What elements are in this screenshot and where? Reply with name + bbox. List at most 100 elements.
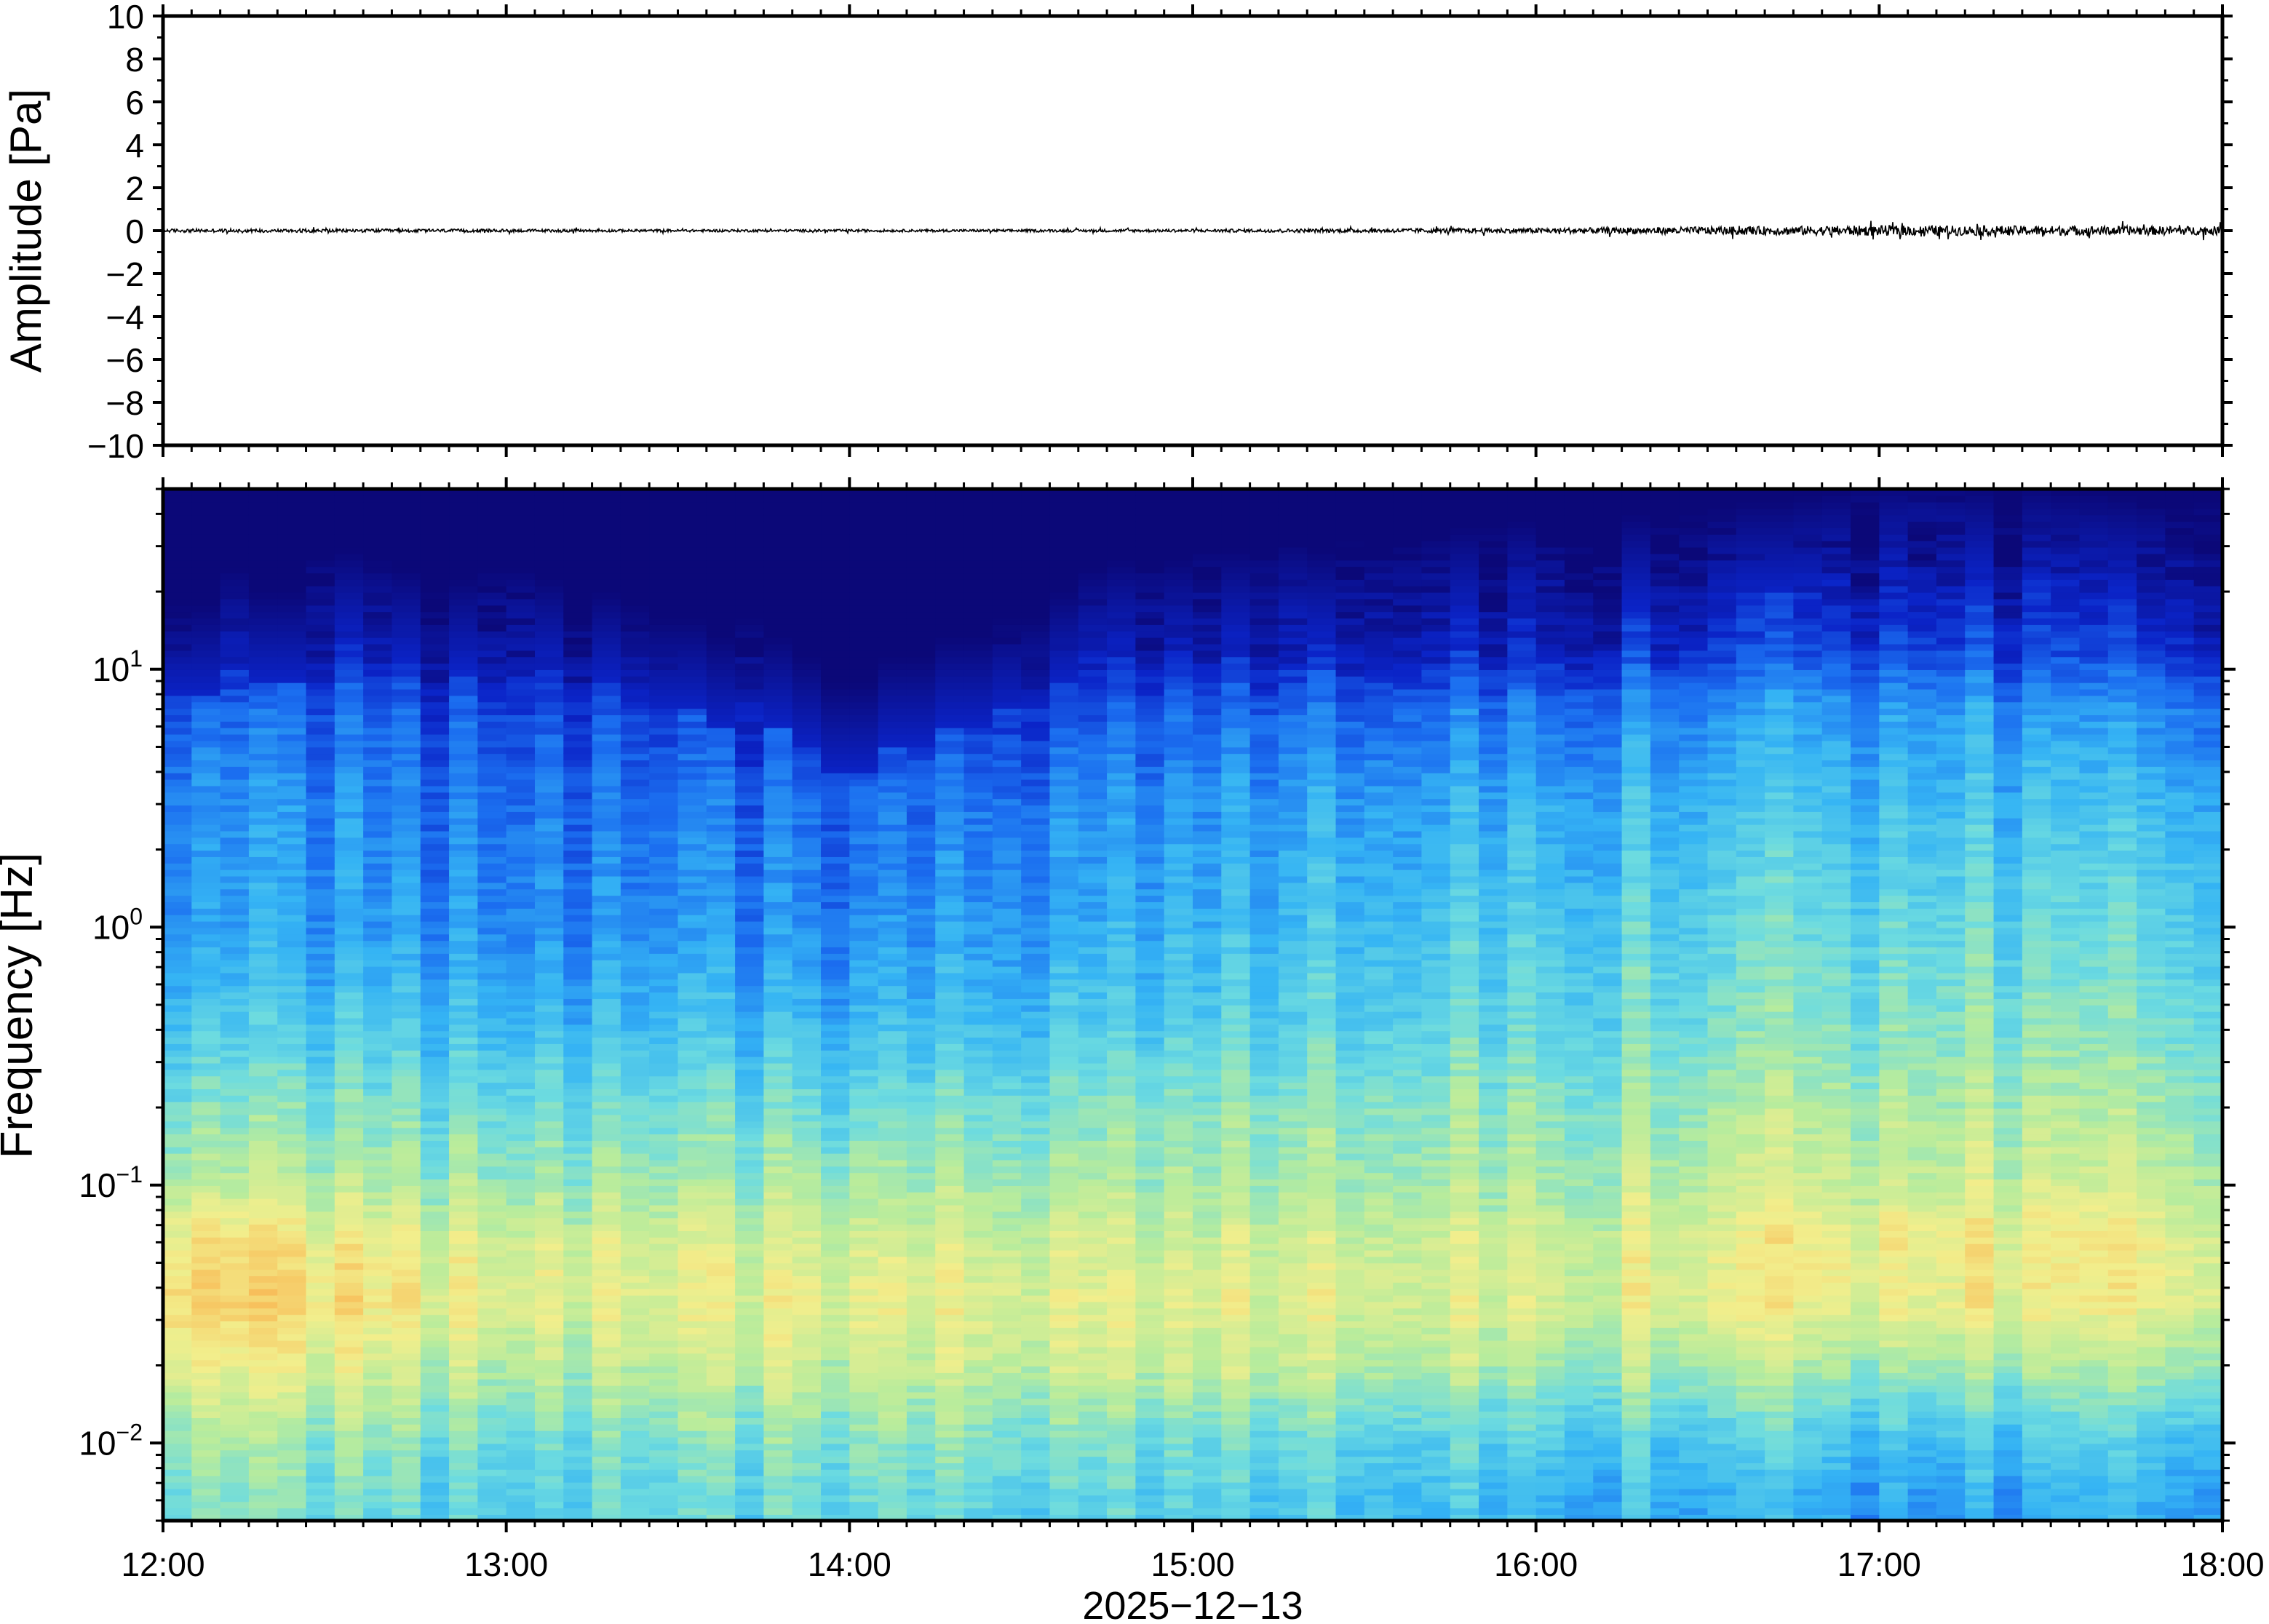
spectrogram-cell [878, 676, 907, 683]
spectrogram-cell [449, 733, 479, 741]
spectrogram-cell [563, 1404, 593, 1412]
spectrogram-cell [649, 592, 679, 600]
spectrogram-cell [306, 779, 335, 787]
spectrogram-cell [763, 1372, 793, 1380]
spectrogram-cell [906, 546, 937, 554]
spectrogram-cell [449, 566, 479, 574]
spectrogram-cell [878, 1127, 907, 1135]
spectrogram-cell [592, 546, 621, 554]
spectrogram-cell [534, 579, 565, 586]
spectrogram-cell [506, 1443, 536, 1451]
spectrogram-cell [963, 914, 993, 922]
spectrogram-cell [763, 701, 793, 709]
spectrogram-cell [649, 566, 679, 574]
spectrogram-cell [677, 856, 707, 864]
spectrogram-cell [363, 1224, 393, 1231]
spectrogram-cell [906, 953, 937, 960]
spectrogram-cell [449, 1385, 479, 1393]
spectrogram-cell [506, 856, 536, 864]
spectrogram-cell [620, 934, 650, 942]
spectrogram-cell [277, 1494, 307, 1502]
spectrogram-cell [763, 1146, 793, 1154]
spectrogram-cell [248, 837, 279, 845]
spectrogram-cell [306, 934, 335, 942]
spectrogram-cell [763, 785, 793, 793]
spectrogram-cell [649, 1185, 679, 1193]
spectrogram-cell [363, 1024, 393, 1032]
spectrogram-cell [191, 1166, 221, 1174]
spectrogram-cell [477, 1043, 507, 1051]
spectrogram-cell [277, 1017, 307, 1025]
spectrogram-cell [506, 1333, 536, 1341]
spectrogram-cell [821, 760, 851, 767]
spectrogram-cell [392, 1204, 421, 1212]
spectrogram-cell [306, 1456, 335, 1464]
spectrogram-cell [534, 914, 565, 922]
spectrogram-cell [334, 1307, 364, 1315]
spectrogram-cell [906, 1443, 937, 1451]
spectrogram-cell [306, 1417, 335, 1425]
spectrogram-cell [706, 766, 736, 773]
spectrogram-cell [906, 1095, 937, 1102]
spectrogram-cell [706, 501, 736, 509]
spectrogram-cell [248, 1469, 279, 1476]
spectrogram-cell [306, 908, 335, 915]
spectrogram-cell [849, 772, 879, 780]
spectrogram-cell [706, 760, 736, 767]
spectrogram-cell [563, 811, 593, 819]
spectrogram-cell [306, 817, 335, 825]
spectrogram-cell [363, 785, 393, 793]
spectrogram-cell [677, 624, 707, 632]
spectrogram-cell [563, 1075, 593, 1083]
spectrogram-cell [163, 1005, 193, 1012]
spectrogram-cell [248, 1379, 279, 1386]
spectrogram-cell [620, 1456, 650, 1464]
spectrogram-cell [420, 1127, 450, 1135]
spectrogram-cell [506, 740, 536, 748]
spectrogram-cell [506, 1514, 536, 1521]
spectrogram-cell [392, 663, 421, 670]
spectrogram-cell [735, 528, 765, 535]
spectrogram-cell [563, 1314, 593, 1322]
spectrogram-cell [163, 528, 193, 535]
spectrogram-cell [392, 1275, 421, 1283]
spectrogram-cell [992, 605, 1022, 613]
spectrogram-cell [592, 1056, 621, 1064]
spectrogram-cell [620, 1443, 650, 1451]
spectrogram-cell [363, 630, 393, 638]
spectrogram-cell [420, 508, 450, 516]
spectrogram-cell [220, 618, 250, 625]
spectrogram-cell [163, 579, 193, 586]
spectrogram-cell [821, 1005, 851, 1012]
spectrogram-cell [248, 1294, 279, 1302]
spectrogram-cell [163, 869, 193, 877]
spectrogram-cell [906, 1088, 937, 1096]
spectrogram-cell [906, 1082, 937, 1090]
spectrogram-cell [620, 592, 650, 600]
spectrogram-cell [191, 1372, 221, 1380]
spectrogram-cell [477, 1114, 507, 1122]
spectrogram-cell [277, 643, 307, 651]
spectrogram-cell [248, 1230, 279, 1238]
spectrogram-cell [620, 811, 650, 819]
spectrogram-cell [191, 1411, 221, 1418]
spectrogram-cell [906, 676, 937, 683]
spectrogram-cell [935, 521, 965, 528]
spectrogram-cell [849, 1204, 879, 1212]
spectrogram-cell [449, 1449, 479, 1457]
spectrogram-cell [392, 1449, 421, 1457]
spectrogram-cell [392, 592, 421, 600]
spectrogram-cell [449, 585, 479, 593]
spectrogram-cell [191, 534, 221, 541]
spectrogram-cell [449, 1379, 479, 1386]
spectrogram-cell [849, 972, 879, 980]
spectrogram-cell [420, 824, 450, 832]
spectrogram-cell [477, 1508, 507, 1515]
spectrogram-cell [620, 1294, 650, 1302]
spectrogram-cell [477, 1269, 507, 1277]
spectrogram-cell [620, 1224, 650, 1231]
spectrogram-cell [992, 566, 1022, 574]
spectrogram-cell [906, 1494, 937, 1502]
spectrogram-cell [935, 514, 965, 522]
spectrogram-cell [735, 495, 765, 503]
